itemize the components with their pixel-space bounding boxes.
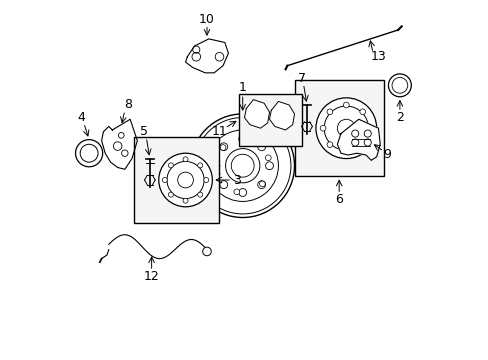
Circle shape — [168, 192, 173, 197]
Text: 9: 9 — [383, 148, 390, 162]
Circle shape — [257, 143, 265, 151]
Text: 6: 6 — [335, 193, 343, 206]
Polygon shape — [244, 100, 269, 128]
Circle shape — [166, 161, 203, 199]
Text: 3: 3 — [233, 174, 241, 186]
Text: 1: 1 — [238, 81, 246, 94]
Circle shape — [220, 143, 227, 151]
Circle shape — [203, 177, 208, 183]
Circle shape — [177, 172, 193, 188]
Bar — [134, 137, 219, 223]
Circle shape — [197, 163, 203, 168]
Circle shape — [168, 163, 173, 168]
Circle shape — [194, 117, 290, 214]
Circle shape — [190, 114, 294, 217]
Circle shape — [257, 181, 265, 189]
Text: 4: 4 — [77, 111, 84, 124]
Text: 7: 7 — [297, 72, 305, 85]
Circle shape — [265, 162, 273, 170]
Circle shape — [259, 181, 264, 187]
Circle shape — [231, 154, 254, 177]
Circle shape — [162, 177, 167, 183]
Circle shape — [159, 153, 212, 207]
Circle shape — [206, 130, 278, 202]
Circle shape — [324, 106, 367, 150]
Text: 5: 5 — [140, 125, 148, 138]
Circle shape — [359, 109, 365, 114]
Circle shape — [315, 98, 376, 158]
Circle shape — [183, 198, 188, 203]
Circle shape — [238, 189, 246, 197]
Circle shape — [245, 137, 251, 143]
Circle shape — [203, 247, 211, 256]
Text: 12: 12 — [143, 270, 159, 283]
Circle shape — [233, 189, 239, 195]
Circle shape — [326, 109, 332, 114]
Circle shape — [197, 192, 203, 197]
Polygon shape — [185, 39, 228, 73]
Text: 8: 8 — [124, 99, 132, 112]
Circle shape — [183, 157, 188, 162]
Circle shape — [265, 155, 271, 161]
Text: 10: 10 — [199, 13, 215, 26]
Circle shape — [220, 145, 225, 150]
Bar — [294, 80, 383, 176]
Circle shape — [212, 162, 220, 170]
Text: 2: 2 — [395, 111, 403, 124]
Bar — [239, 94, 301, 146]
Circle shape — [220, 181, 227, 189]
Circle shape — [225, 149, 259, 183]
Polygon shape — [269, 102, 294, 130]
Circle shape — [366, 125, 372, 131]
Circle shape — [343, 149, 348, 154]
Circle shape — [359, 142, 365, 148]
Circle shape — [326, 142, 332, 148]
Text: 11: 11 — [211, 125, 227, 138]
Circle shape — [320, 125, 325, 131]
Polygon shape — [337, 119, 380, 160]
Circle shape — [238, 135, 246, 143]
Circle shape — [214, 171, 220, 176]
Circle shape — [343, 102, 348, 108]
Text: 13: 13 — [370, 50, 386, 63]
Circle shape — [337, 119, 354, 137]
